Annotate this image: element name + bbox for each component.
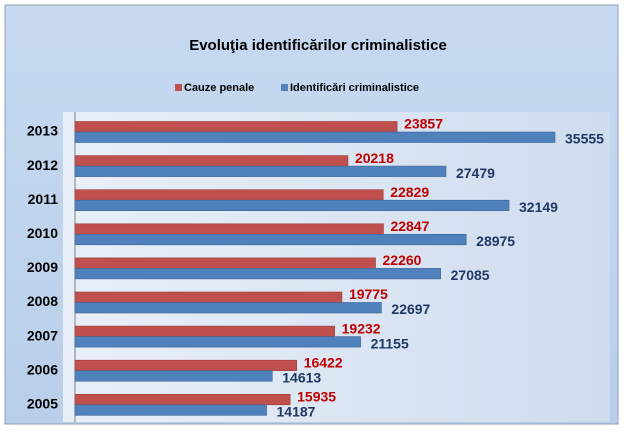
bar (74, 189, 384, 201)
bar (74, 155, 349, 167)
bar (74, 370, 273, 382)
data-label: 19775 (349, 286, 388, 302)
y-tick-label: 2008 (27, 293, 58, 309)
y-tick-label: 2013 (27, 123, 58, 139)
data-label: 23857 (404, 116, 443, 132)
bar (74, 302, 382, 314)
y-tick-label: 2009 (27, 259, 58, 275)
bar (74, 359, 298, 372)
bar (74, 257, 376, 269)
data-label: 27085 (451, 267, 490, 283)
y-tick-label: 2010 (27, 225, 58, 241)
bar (74, 291, 343, 303)
legend-label: Identificări criminalistice (290, 82, 419, 94)
data-label: 22847 (390, 218, 429, 234)
legend-swatch (175, 84, 182, 91)
chart-title: Evoluţia identificărilor criminalistice (189, 37, 447, 54)
legend-label: Cauze penale (184, 82, 254, 94)
y-tick-label: 2011 (28, 191, 59, 207)
bar (74, 165, 447, 177)
data-label: 22829 (390, 184, 429, 200)
y-tick-label: 2007 (27, 327, 58, 343)
y-tick-label: 2005 (27, 396, 58, 412)
data-label: 22260 (383, 252, 422, 268)
bar (74, 393, 291, 406)
y-tick-label: 2012 (27, 157, 58, 173)
bar (74, 336, 361, 348)
data-label: 14613 (282, 369, 321, 385)
data-label: 15935 (297, 389, 336, 405)
bar (74, 131, 556, 143)
data-label: 32149 (519, 199, 558, 215)
bar (74, 199, 510, 211)
data-label: 16422 (304, 354, 343, 370)
bar (74, 325, 335, 337)
legend-swatch (281, 84, 288, 91)
bar (74, 121, 398, 133)
bar (74, 234, 467, 246)
data-label: 21155 (371, 335, 409, 351)
y-tick-label: 2006 (27, 361, 58, 377)
data-label: 22697 (391, 301, 430, 317)
data-label: 20218 (355, 150, 394, 166)
data-label: 19232 (342, 320, 381, 336)
bar (74, 223, 384, 235)
data-label: 28975 (476, 233, 515, 249)
bar (74, 404, 267, 416)
data-label: 35555 (565, 131, 604, 147)
data-label: 14187 (277, 404, 316, 420)
data-label: 27479 (456, 165, 495, 181)
bar (74, 268, 441, 280)
